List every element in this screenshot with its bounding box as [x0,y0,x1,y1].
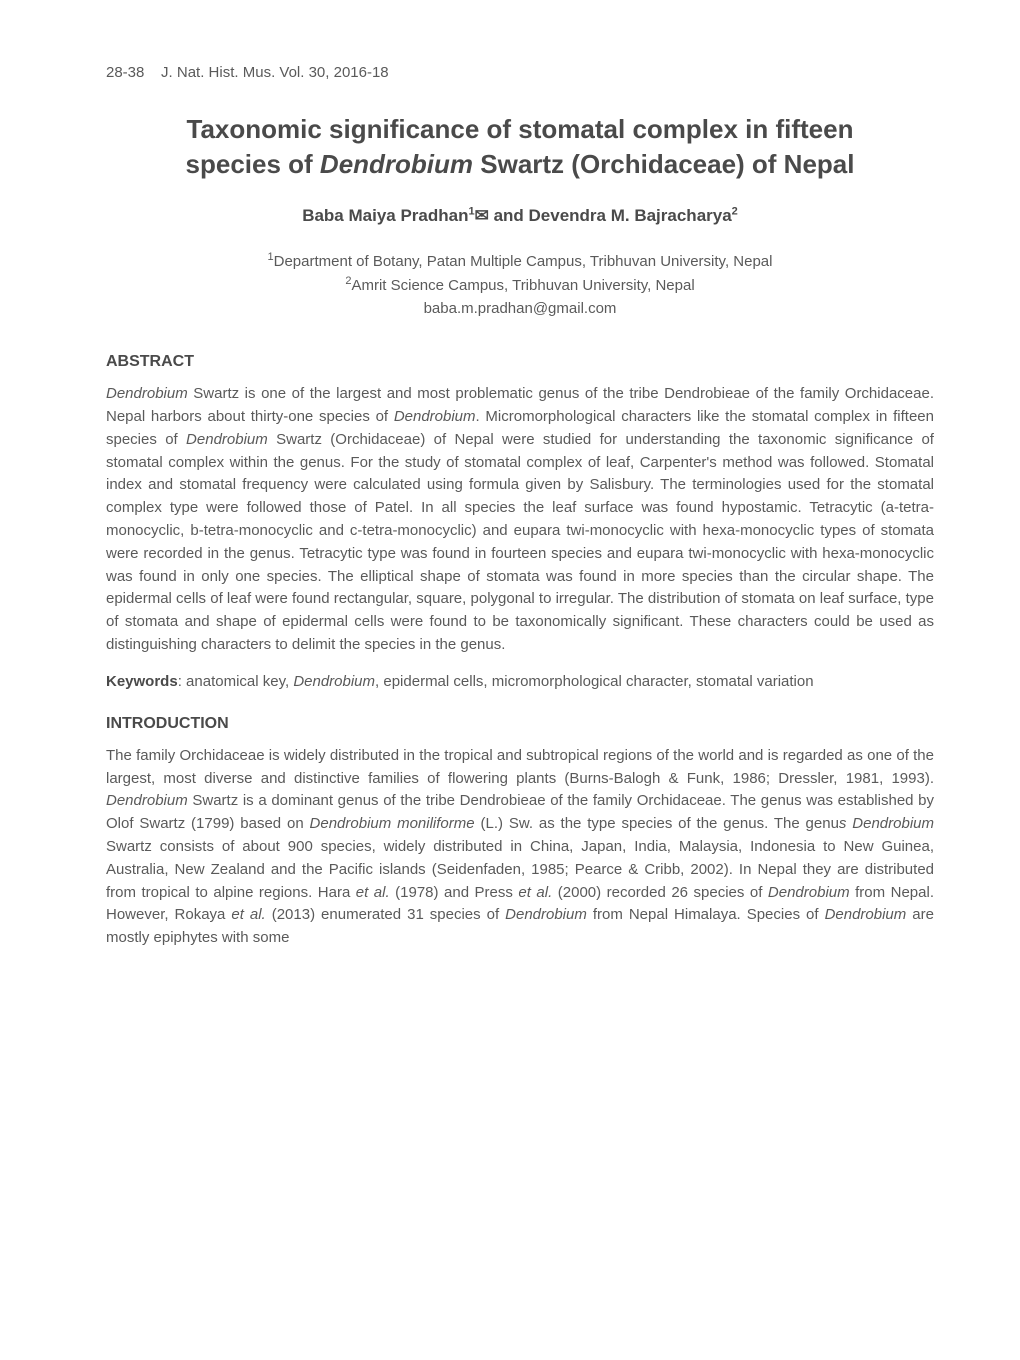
authors-line: Baba Maiya Pradhan1✉ and Devendra M. Baj… [106,204,934,229]
text-fragment: (2013) enumerated 31 species of [266,906,505,923]
page-number: 28-38 [106,64,144,81]
abstract-heading: ABSTRACT [106,350,934,373]
text-fragment: Dendrobium [186,431,268,448]
text-fragment: Dendrobium [106,385,188,402]
text-fragment: Dendrobium [768,884,850,901]
text-fragment: s Dendrobium [839,815,934,832]
text-fragment: , epidermal cells, micromorphological ch… [375,673,814,690]
author2-name: Devendra M. Bajracharya [529,206,732,225]
text-fragment: : anatomical key, [178,673,294,690]
aff2-text: Amrit Science Campus, Tribhuvan Universi… [351,277,694,294]
corresponding-icon: ✉ [475,206,489,225]
text-fragment: Dendrobium moniliforme [310,815,475,832]
title-line2-suffix: Swartz (Orchidaceae) of Nepal [473,149,854,179]
affiliation-2: 2Amrit Science Campus, Tribhuvan Univers… [106,273,934,298]
text-fragment: Dendrobium [394,408,476,425]
text-fragment: Dendrobium [825,906,907,923]
authors-separator: and [489,206,529,225]
text-fragment: (2000) recorded 26 species of [552,884,768,901]
page-header: 28-38 J. Nat. Hist. Mus. Vol. 30, 2016-1… [106,62,934,84]
text-fragment: (L.) Sw. as the type species of the genu… [475,815,839,832]
text-fragment: (1978) and Press [390,884,519,901]
abstract-text: Dendrobium Swartz is one of the largest … [106,383,934,657]
author-email: baba.m.pradhan@gmail.com [106,298,934,321]
keywords-label: Keywords [106,673,178,690]
aff1-text: Department of Botany, Patan Multiple Cam… [274,253,773,270]
author2-sup: 2 [732,205,738,217]
journal-info: J. Nat. Hist. Mus. Vol. 30, 2016-18 [161,64,389,81]
text-fragment: from Nepal Himalaya. Species of [587,906,825,923]
text-fragment: et al. [518,884,552,901]
title-line1: Taxonomic significance of stomatal compl… [187,114,854,144]
text-fragment: et al. [231,906,265,923]
affiliations-block: 1Department of Botany, Patan Multiple Ca… [106,249,934,321]
article-title: Taxonomic significance of stomatal compl… [106,112,934,182]
text-fragment: Dendrobium [293,673,375,690]
introduction-heading: INTRODUCTION [106,712,934,735]
text-fragment: The family Orchidaceae is widely distrib… [106,747,934,787]
text-fragment: Dendrobium [505,906,587,923]
title-line2-prefix: species of [186,149,320,179]
text-fragment: et al. [356,884,390,901]
keywords-line: Keywords: anatomical key, Dendrobium, ep… [106,671,934,694]
affiliation-1: 1Department of Botany, Patan Multiple Ca… [106,249,934,274]
introduction-text: The family Orchidaceae is widely distrib… [106,745,934,950]
author1-name: Baba Maiya Pradhan [302,206,468,225]
text-fragment: Dendrobium [106,792,188,809]
title-genus: Dendrobium [320,149,473,179]
text-fragment: Swartz (Orchidaceae) of Nepal were studi… [106,431,934,653]
